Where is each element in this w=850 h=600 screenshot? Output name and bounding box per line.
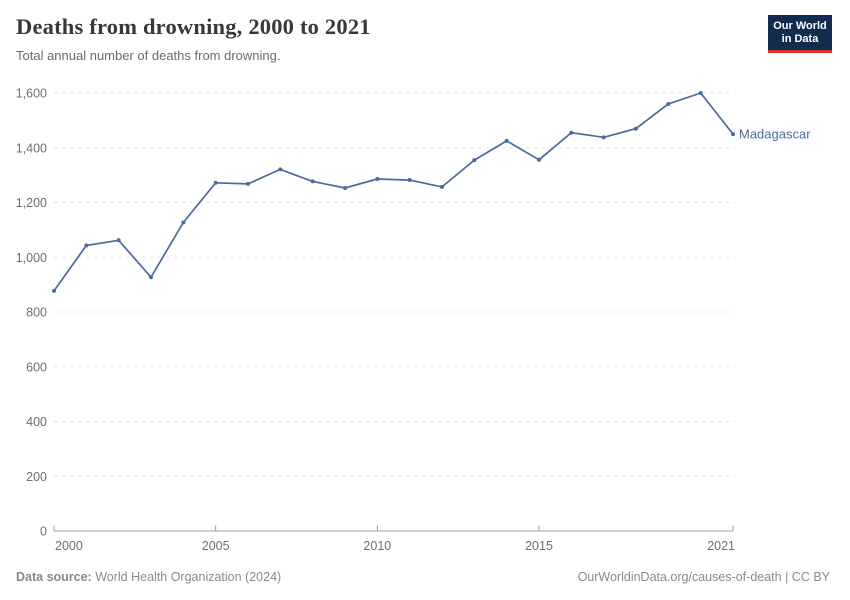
data-point-2011[interactable] [407,178,412,183]
data-point-2019[interactable] [666,101,671,106]
data-source-value: World Health Organization (2024) [95,570,282,584]
data-point-2001[interactable] [84,243,89,248]
data-point-2005[interactable] [213,180,218,185]
x-axis [53,525,734,532]
series-label-madagascar[interactable]: Madagascar [739,127,811,142]
data-point-2021[interactable] [731,132,735,137]
series-madagascar: Madagascar [52,91,811,293]
data-source: Data source: World Health Organization (… [16,570,281,584]
x-axis-tick-label: 2005 [202,539,230,553]
data-point-2000[interactable] [52,288,56,293]
chart-subtitle: Total annual number of deaths from drown… [16,48,281,63]
y-axis-tick-label: 600 [26,360,47,374]
data-point-2020[interactable] [698,91,703,95]
gridlines [54,92,735,477]
data-point-2009[interactable] [343,185,347,190]
data-source-label: Data source: [16,570,92,584]
y-axis-tick-label: 1,400 [16,141,47,155]
data-point-2010[interactable] [375,176,380,181]
data-point-2004[interactable] [181,220,186,225]
attribution-link[interactable]: OurWorldinData.org/causes-of-death | CC … [577,570,830,584]
data-point-2015[interactable] [537,157,541,162]
y-axis-tick-label: 1,200 [16,196,47,210]
x-axis-labels: 2000 2005 2010 2015 2021 [55,539,735,553]
data-point-2003[interactable] [149,275,153,280]
y-axis-tick-label: 1,000 [16,251,47,265]
series-line-madagascar[interactable] [53,92,734,292]
y-axis-tick-label: 400 [26,415,47,429]
data-point-2014[interactable] [504,138,509,143]
page-title: Deaths from drowning, 2000 to 2021 [16,14,371,39]
owid-logo-line1: Our World [773,20,827,32]
y-axis-tick-label: 0 [40,525,47,539]
data-point-2002[interactable] [116,238,121,243]
data-point-2006[interactable] [246,181,250,186]
x-axis-tick-label: 2000 [55,539,83,553]
x-axis-tick-label: 2015 [525,539,553,553]
x-axis-tick-label: 2010 [363,539,391,553]
y-axis-labels: 0 200 400 600 800 1,000 1,200 1,400 1,600 [16,87,47,539]
y-axis-tick-label: 200 [26,470,47,484]
y-axis-tick-label: 800 [26,306,47,320]
data-point-2008[interactable] [310,179,315,184]
data-point-2017[interactable] [601,135,606,140]
data-point-2007[interactable] [278,167,283,172]
x-axis-tick-label: 2021 [707,539,735,553]
owid-logo-line2: in Data [781,33,819,45]
data-point-2012[interactable] [440,184,444,189]
owid-logo-box: Our World in Data [768,15,832,53]
y-axis-tick-label: 1,600 [16,87,47,101]
data-point-2016[interactable] [569,130,574,135]
data-point-2018[interactable] [634,126,638,131]
owid-logo[interactable]: Our World in Data [768,15,832,53]
data-point-2013[interactable] [472,158,477,163]
footer: Data source: World Health Organization (… [16,570,830,584]
